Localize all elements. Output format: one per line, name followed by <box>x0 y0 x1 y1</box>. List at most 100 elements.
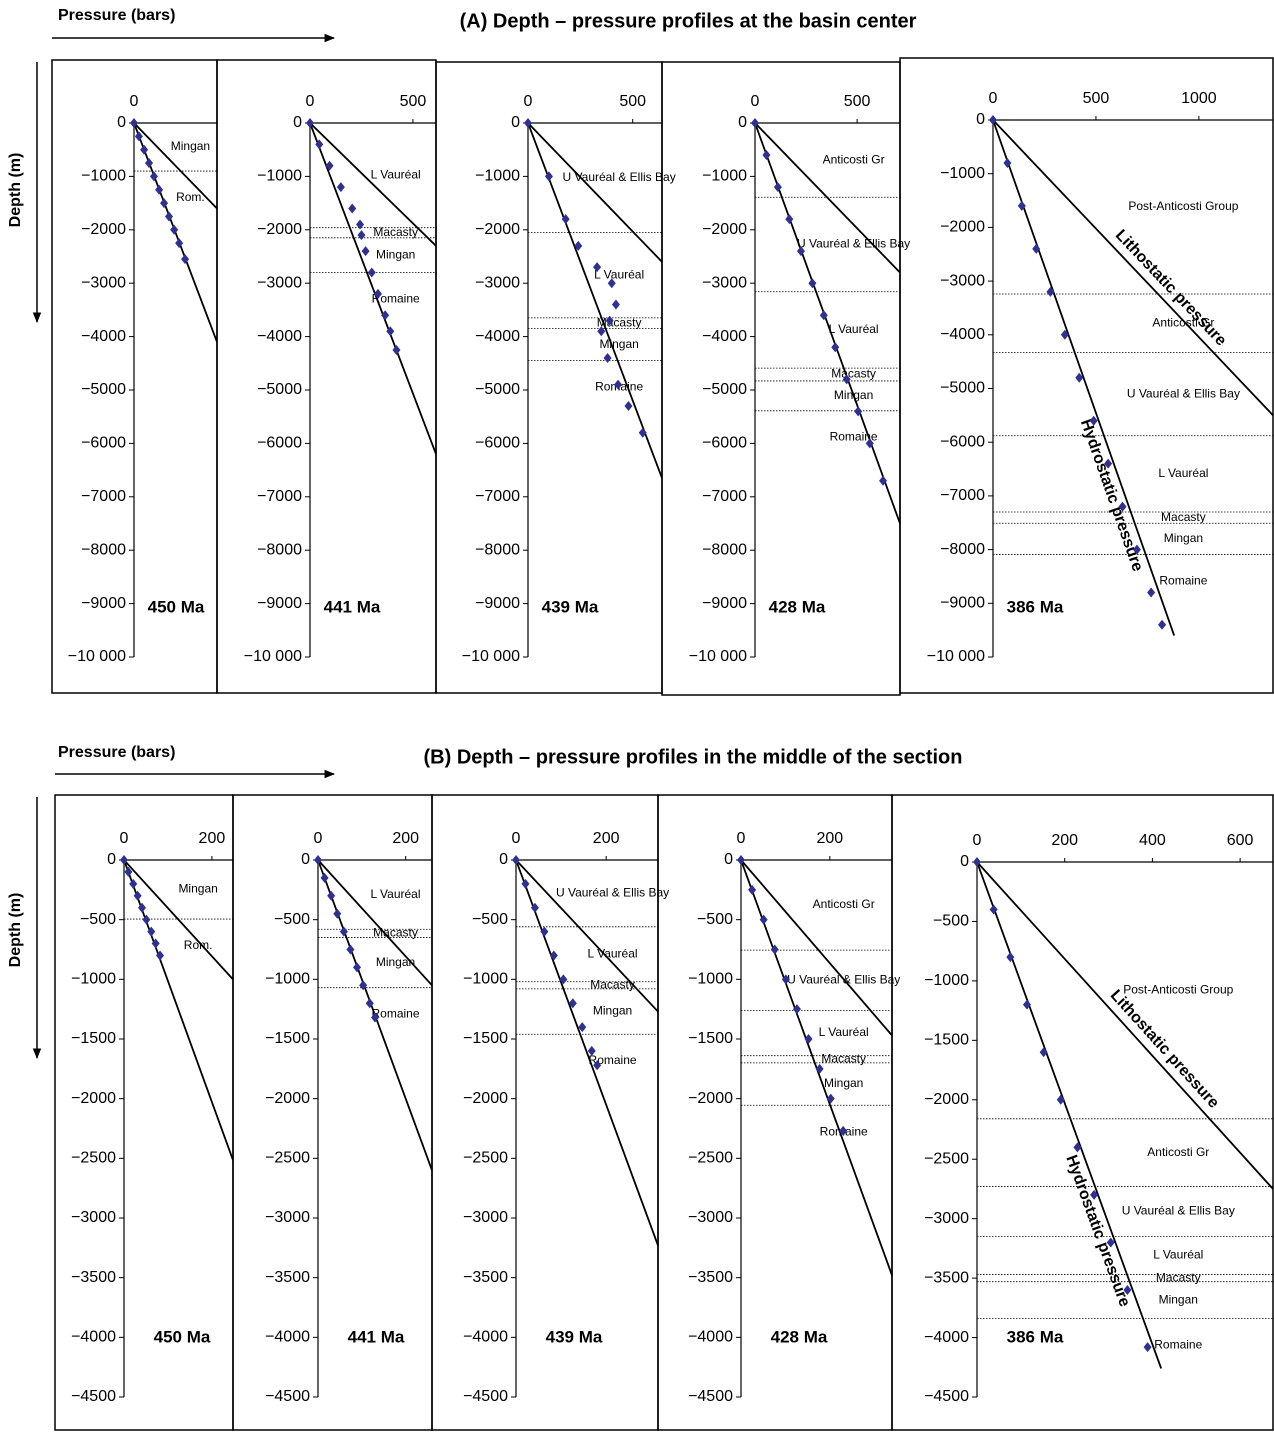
y-tick-label: −8000 <box>81 541 126 558</box>
data-point <box>1143 1342 1152 1353</box>
y-tick-label: −2500 <box>71 1150 116 1167</box>
data-point <box>1006 952 1015 963</box>
data-point <box>521 878 530 889</box>
data-point <box>315 139 324 150</box>
x-tick-label: 600 <box>1227 832 1254 849</box>
panel: 0 −500 −1000 −1500 −2000 −2500 −3000 −3500 −4000… <box>431 794 669 1431</box>
y-tick-label: −4500 <box>463 1388 508 1405</box>
panel-frame <box>899 57 1274 694</box>
series-label: Lithostatic pressure <box>1112 227 1230 350</box>
data-point <box>160 198 169 209</box>
data-point <box>339 926 348 937</box>
pressure-line <box>740 859 893 1037</box>
data-point <box>165 211 174 222</box>
data-point <box>151 938 160 949</box>
y-tick-label: −1000 <box>463 971 508 988</box>
y-tick-label: −1000 <box>940 165 985 182</box>
y-tick-label: −4500 <box>924 1388 969 1405</box>
y-tick-label: −3000 <box>702 274 747 291</box>
y-tick-label: −8000 <box>940 541 985 558</box>
data-point <box>796 246 805 257</box>
y-tick-label: −6000 <box>475 435 520 452</box>
y-tick-label: −10 000 <box>689 648 747 665</box>
x-tick-label: 400 <box>1139 832 1166 849</box>
data-point <box>559 974 568 985</box>
formation-label: Mingan <box>1164 531 1203 545</box>
x-tick-label: 200 <box>593 830 620 847</box>
y-tick-label: −6000 <box>702 435 747 452</box>
data-point <box>638 427 647 438</box>
data-point <box>1073 1142 1082 1153</box>
data-point <box>314 855 322 865</box>
y-tick-label: −2500 <box>463 1150 508 1167</box>
y-tick-label: −5000 <box>940 380 985 397</box>
data-point <box>759 914 768 925</box>
data-point <box>124 866 133 877</box>
pressure-line <box>309 122 437 247</box>
data-point <box>748 884 757 895</box>
x-tick-label: 0 <box>973 832 982 849</box>
y-tick-label: −1000 <box>924 972 969 989</box>
y-tick-label: 0 <box>117 114 126 131</box>
formation-label: L Vauréal <box>819 1025 869 1039</box>
y-tick-label: −4000 <box>71 1329 116 1346</box>
data-point <box>175 238 184 249</box>
data-point <box>1056 1094 1065 1105</box>
formation-label: Romaine <box>1159 573 1207 587</box>
formation-label: Mingan <box>171 139 210 153</box>
x-tick-label: 0 <box>751 93 760 110</box>
pressure-line <box>133 122 218 210</box>
panel: 0 −500 −1000 −1500 −2000 −2500 −3000 −3500 −4000… <box>657 794 900 1431</box>
formation-label: Macasty <box>821 1051 866 1065</box>
data-point <box>989 904 998 915</box>
section-title: (B) Depth – pressure profiles in the mid… <box>424 746 963 768</box>
data-point <box>1123 1285 1132 1295</box>
data-point <box>133 890 142 901</box>
y-tick-label: 0 <box>976 111 985 128</box>
formation-label: Mingan <box>593 1004 632 1018</box>
panel: 0 −1000 −2000 −3000 −4000 −5000 −6000 −7000 −800… <box>661 61 910 696</box>
data-point <box>1039 1047 1048 1058</box>
y-tick-label: −4000 <box>81 328 126 345</box>
data-point <box>1158 619 1167 630</box>
pressure-line <box>754 122 901 274</box>
data-point <box>138 902 147 913</box>
y-tick-label: −1500 <box>924 1032 969 1049</box>
formation-label: Macasty <box>1161 510 1206 524</box>
data-point <box>371 1012 379 1023</box>
y-tick-label: −9000 <box>81 595 126 612</box>
panel: 0 −500 −1000 −1500 −2000 −2500 −3000 −3500 −4000… <box>54 794 234 1431</box>
data-point <box>1089 415 1098 426</box>
data-point <box>607 278 616 289</box>
y-tick-label: −2500 <box>688 1150 733 1167</box>
y-tick-label: −10 000 <box>68 648 126 665</box>
formation-label: Macasty <box>831 367 876 381</box>
data-point <box>365 998 374 1009</box>
panel: 0 −1000 −2000 −3000 −4000 −5000 −6000 −7000 −800… <box>435 61 676 694</box>
formation-label: L Vauréal <box>594 267 644 281</box>
data-point <box>361 246 370 257</box>
data-point <box>1046 286 1055 297</box>
data-point <box>320 872 329 883</box>
age-label: 428 Ma <box>769 597 826 616</box>
age-label: 450 Ma <box>154 1327 211 1346</box>
y-tick-label: −500 <box>274 911 310 928</box>
pressure-line <box>309 122 437 455</box>
y-tick-label: −500 <box>472 911 508 928</box>
panel: 0 −500 −1000 −1500 −2000 −2500 −3000 −3500 −4000… <box>891 794 1274 1431</box>
y-tick-label: −2000 <box>924 1091 969 1108</box>
x-tick-label: 0 <box>512 830 521 847</box>
y-tick-label: −4000 <box>702 328 747 345</box>
y-tick-label: −3500 <box>71 1269 116 1286</box>
y-tick-label: −3000 <box>688 1209 733 1226</box>
x-tick-label: 0 <box>989 90 998 107</box>
data-point <box>530 902 539 913</box>
y-tick-label: −1500 <box>265 1030 310 1047</box>
age-label: 386 Ma <box>1007 597 1064 616</box>
data-point <box>603 352 612 363</box>
y-tick-label: −2000 <box>265 1090 310 1107</box>
y-tick-label: −3000 <box>257 274 302 291</box>
y-tick-label: −5000 <box>702 381 747 398</box>
y-tick-label: −1000 <box>702 168 747 185</box>
x-tick-label: 500 <box>1083 90 1110 107</box>
